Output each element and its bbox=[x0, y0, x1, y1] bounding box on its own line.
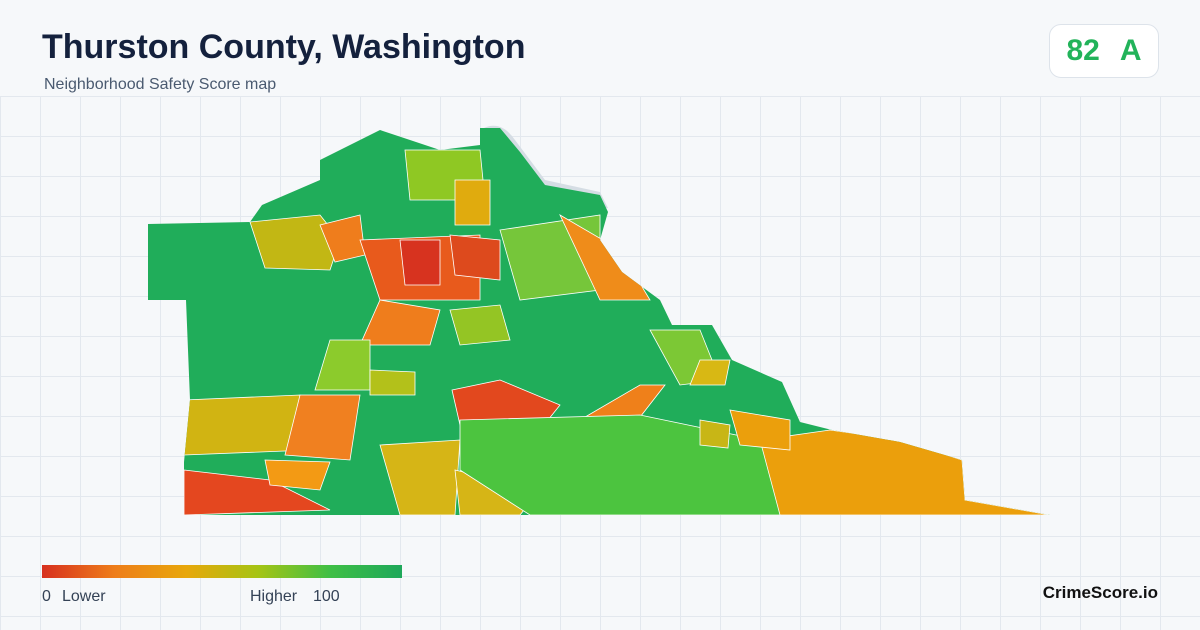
score-value: 82 bbox=[1066, 34, 1100, 67]
header-band bbox=[0, 0, 1200, 96]
brand: CrimeScore.io bbox=[1042, 583, 1158, 602]
regions bbox=[148, 128, 1050, 515]
legend-max: 100 bbox=[313, 588, 340, 605]
legend-min-label: Lower bbox=[62, 588, 106, 605]
legend-min: 0 bbox=[42, 588, 51, 605]
score-grade: A bbox=[1119, 34, 1142, 67]
score-badge: 82 A bbox=[1049, 24, 1159, 78]
subtitle: Neighborhood Safety Score map bbox=[44, 76, 277, 93]
legend-gradient bbox=[42, 565, 402, 578]
legend-max-label: Higher bbox=[250, 588, 298, 605]
title: Thurston County, Washington bbox=[42, 28, 526, 66]
